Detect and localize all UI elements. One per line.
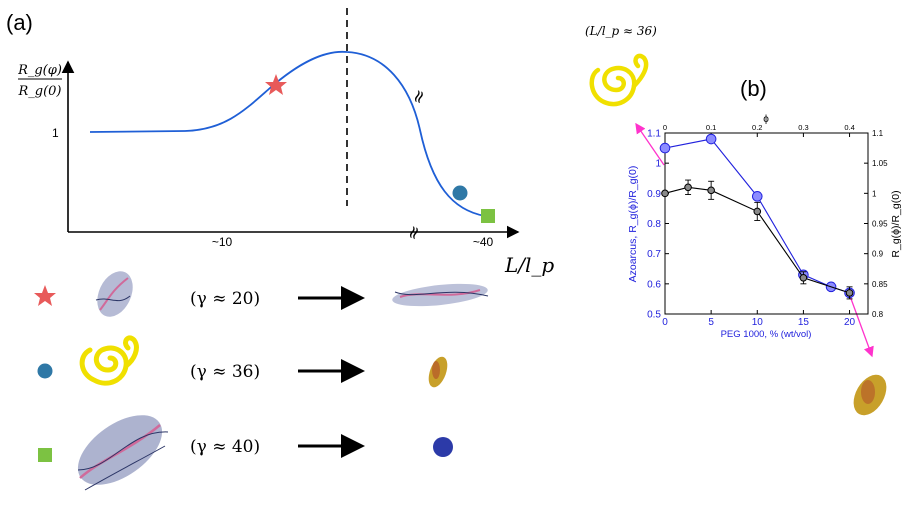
square-marker-on-curve (481, 209, 495, 223)
panel-b-inset-label: (L/l_p ≈ 36) (585, 24, 657, 38)
star-marker-on-curve (265, 74, 287, 95)
panel-a-xtick-40: ~40 (473, 235, 494, 249)
top-x-tick-label: 0.2 (752, 123, 762, 132)
rna-compact-image-inset (853, 374, 887, 416)
axis-break-mark: ≈ (402, 222, 427, 243)
data-point-series-1 (684, 183, 692, 192)
data-point-series-0 (751, 191, 763, 202)
data-point-series-0 (659, 142, 671, 154)
panel-a-xtick-10: ~10 (212, 235, 233, 249)
panel-a-label: (a) (6, 10, 33, 35)
right-y-tick-label: 0.8 (872, 310, 884, 319)
x-tick-label: 5 (708, 317, 714, 328)
polymer-globule-image-row3 (433, 437, 453, 457)
panel-a-ylabel-numerator: R_g(φ) (17, 63, 62, 78)
bottom-xlabel: PEG 1000, % (wt/vol) (721, 329, 812, 340)
x-tick-label: 10 (752, 317, 764, 328)
schematic-curve (89, 50, 486, 217)
right-y-tick-label: 1.1 (872, 129, 884, 138)
top-x-tick-label: 0.1 (706, 123, 716, 132)
panel-b-label: (b) (740, 76, 767, 101)
data-point-series-1 (845, 289, 854, 297)
right-ylabel: R_g(ϕ)/R_g(0) (890, 190, 902, 257)
left-y-tick-label: 0.5 (647, 310, 661, 321)
top-x-tick-label: 0.4 (844, 123, 854, 132)
rna-cartoon-image-row2 (79, 335, 139, 386)
data-point-series-1 (707, 186, 715, 195)
left-y-tick-label: 0.9 (647, 189, 661, 200)
gamma-label-row2: (γ ≈ 36) (190, 362, 260, 382)
legend-star-icon (34, 285, 56, 306)
legend-circle-icon (37, 363, 53, 379)
legend-square-icon (38, 448, 52, 462)
gamma-label-row1: (γ ≈ 20) (190, 289, 260, 309)
curve-break-mark: ≈ (407, 86, 432, 107)
right-y-tick-label: 0.95 (872, 220, 888, 229)
right-y-tick-label: 1.05 (872, 159, 888, 168)
series-line-1 (664, 186, 850, 294)
left-y-tick-label: 1 (655, 159, 661, 170)
right-y-tick-label: 1 (872, 189, 877, 198)
polymer-extended-image-row1 (392, 283, 489, 307)
left-y-tick-label: 1.1 (647, 129, 661, 140)
polymer-coil-image-square (77, 415, 169, 491)
circle-marker-on-curve (452, 185, 468, 201)
data-point-series-1 (753, 207, 762, 216)
top-xlabel: ϕ (763, 114, 769, 125)
rna-compact-image-row2 (428, 356, 448, 388)
left-y-tick-label: 0.8 (647, 219, 661, 230)
panel-a-xlabel: L/l_p (504, 253, 554, 277)
left-y-tick-label: 0.7 (647, 249, 661, 260)
data-point-series-1 (661, 189, 669, 198)
panel-a-ylabel-denominator: R_g(0) (17, 84, 61, 99)
x-tick-label: 20 (844, 317, 856, 328)
polymer-coil-image-star (95, 271, 133, 317)
right-y-tick-label: 0.9 (872, 250, 884, 259)
plot-frame (664, 132, 869, 315)
top-x-tick-label: 0.3 (798, 123, 808, 132)
left-ylabel: Azoarcus, R_g(ϕ)/R_g(0) (627, 166, 639, 283)
data-point-series-1 (799, 274, 808, 282)
magenta-arrow-top (635, 122, 665, 166)
rna-cartoon-image-inset (589, 53, 649, 107)
x-tick-label: 15 (798, 317, 810, 328)
gamma-label-row3: (γ ≈ 40) (190, 437, 260, 457)
data-point-series-0 (705, 133, 717, 145)
magenta-arrow-bottom (849, 295, 874, 358)
panel-a-ytick-1: 1 (52, 126, 59, 140)
chart-layer: 0 5 10 15 20 0 0.1 0.2 0.3 0.4 0.5 0.6 0.7 0.8 0.9 1 1.1… (647, 123, 888, 328)
right-y-tick-label: 0.85 (872, 280, 888, 289)
top-x-tick-label: 0 (663, 123, 667, 132)
left-y-tick-label: 0.6 (647, 279, 661, 290)
x-tick-label: 0 (662, 317, 668, 328)
